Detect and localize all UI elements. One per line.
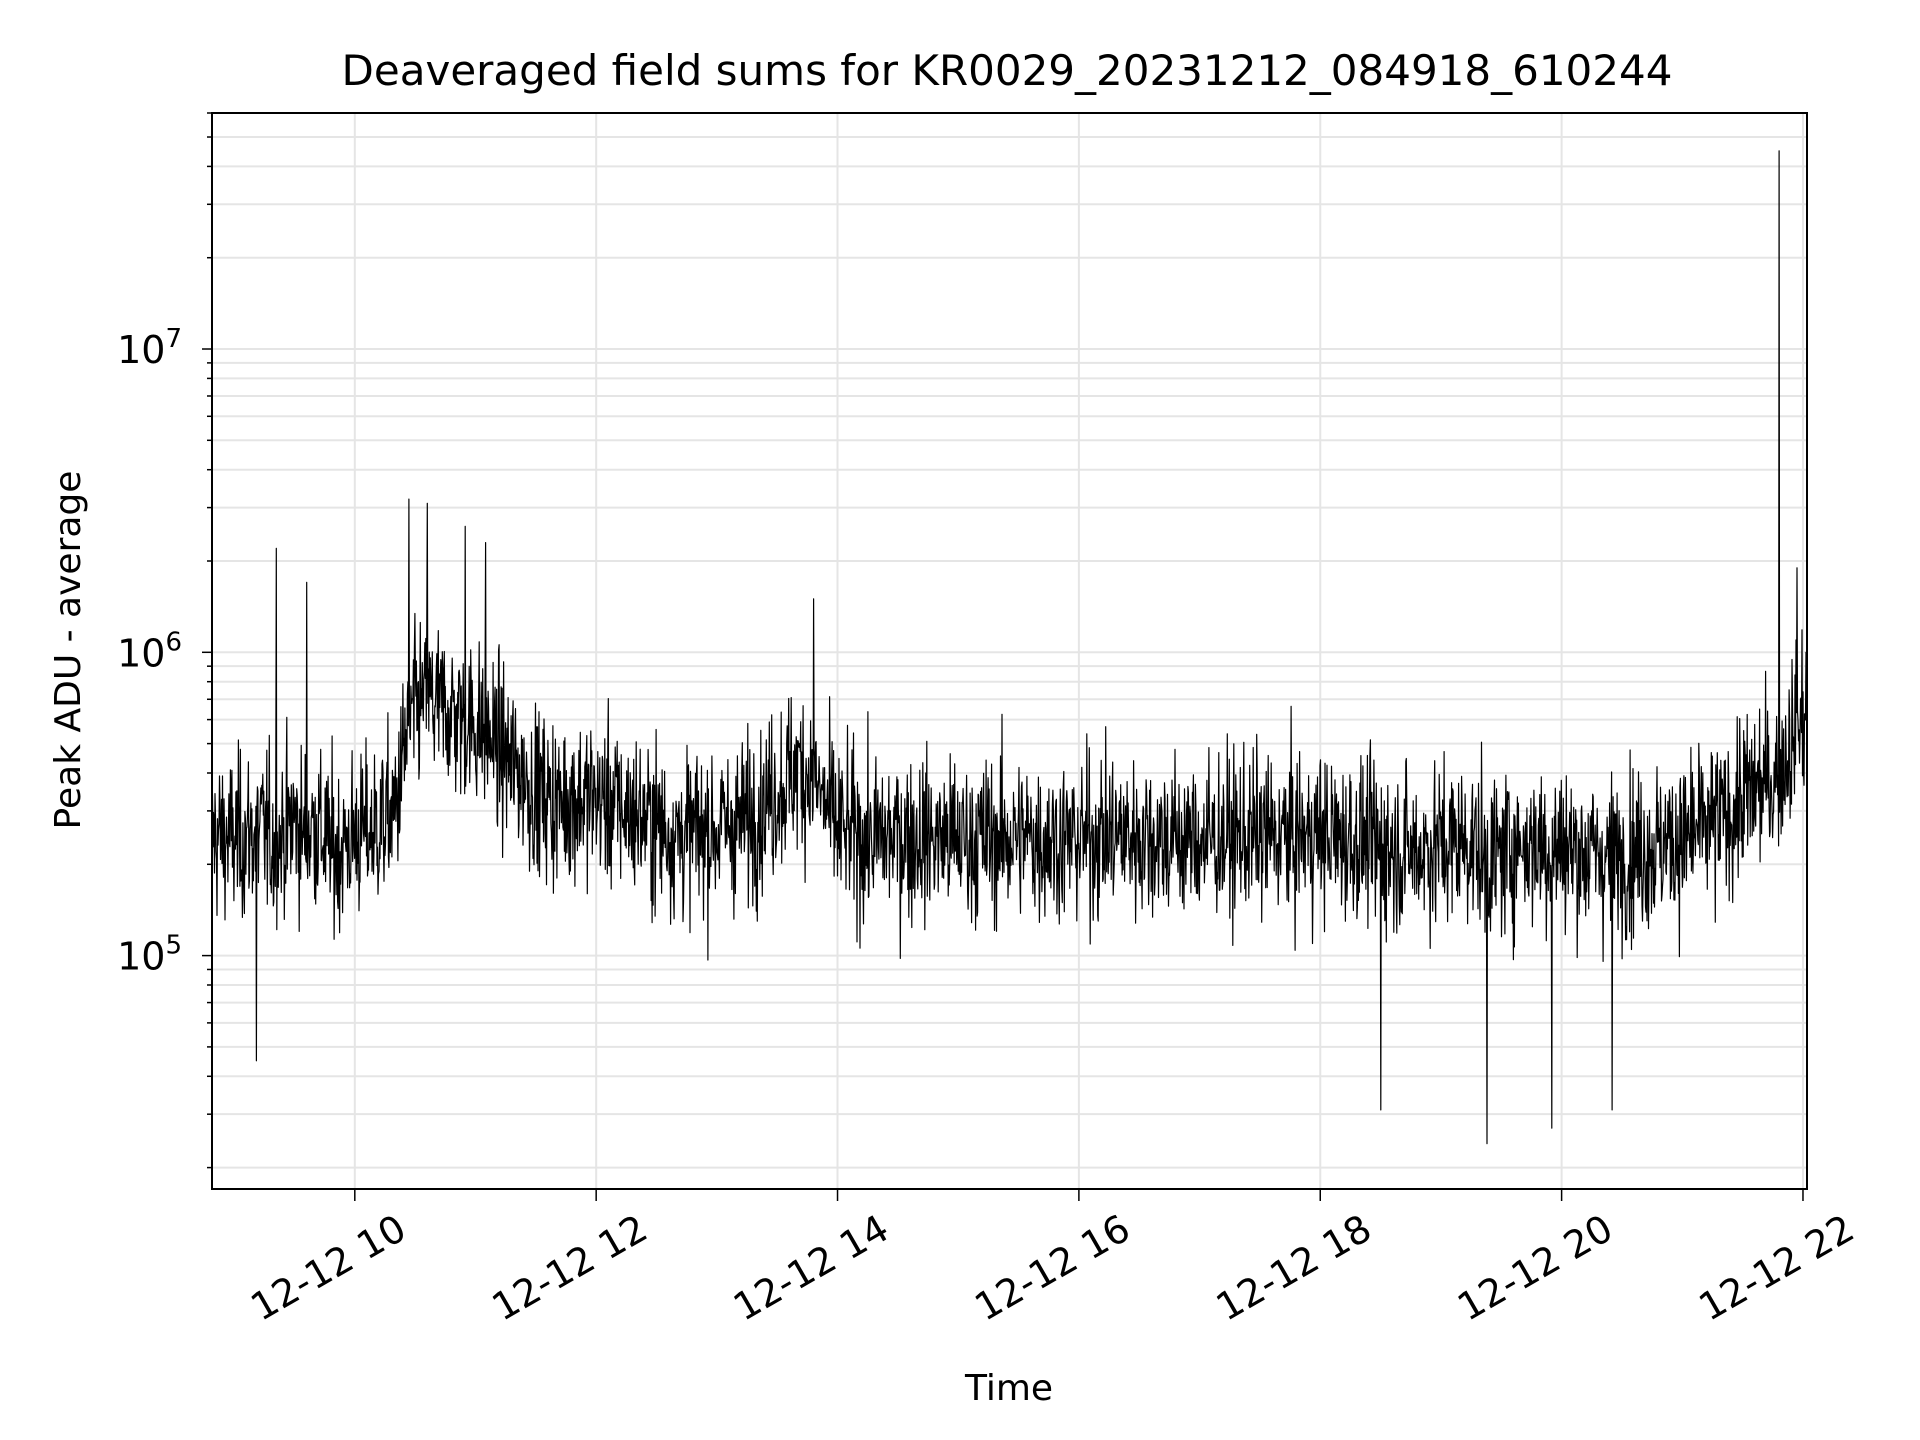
y-tick-label-base: 10 — [117, 631, 165, 675]
y-tick-label-base: 10 — [117, 328, 165, 372]
y-axis-label: Peak ADU - average — [48, 471, 89, 830]
y-tick-label-exponent: 5 — [165, 931, 182, 961]
y-tick-label-exponent: 7 — [165, 324, 182, 354]
y-tick-label-base: 10 — [117, 935, 165, 979]
chart-title: Deaveraged field sums for KR0029_2023121… — [342, 46, 1673, 95]
data-series-line — [211, 150, 1808, 1145]
plot-frame — [211, 112, 1808, 1190]
y-tick-label: 105 — [117, 931, 182, 979]
y-tick-label: 107 — [117, 324, 182, 372]
plot-area — [211, 150, 1808, 1145]
y-tick-label-exponent: 6 — [165, 627, 182, 657]
x-axis-label: Time — [964, 1368, 1053, 1409]
y-tick-label: 106 — [117, 627, 182, 675]
